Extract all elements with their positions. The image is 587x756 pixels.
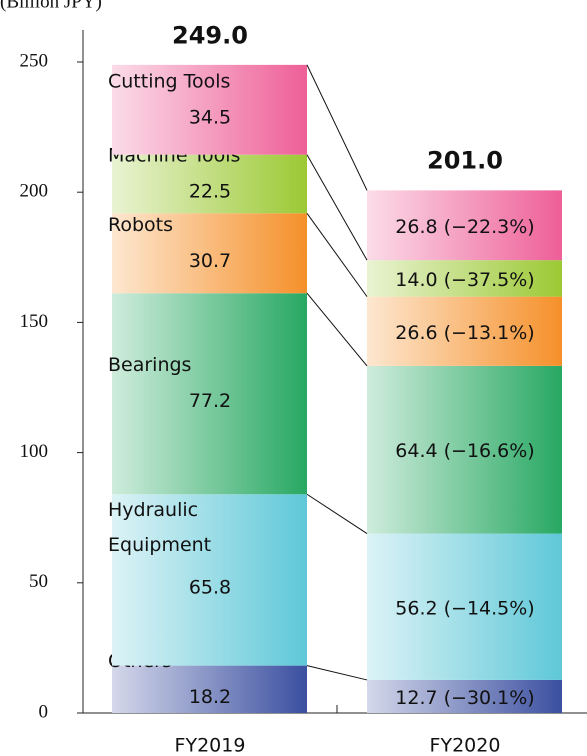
bar-segment [367, 260, 562, 297]
x-tick-label: FY2020 [430, 735, 501, 756]
bar-segment [367, 190, 562, 261]
connector [306, 665, 368, 681]
connector [306, 213, 368, 297]
segment-name: Hydraulic Equipment [108, 498, 211, 555]
bar-segment [112, 494, 307, 666]
bar-segment [367, 533, 562, 680]
value-label: 26.6 (−13.1%) [395, 322, 534, 344]
value-label: 56.2 (−14.5%) [395, 597, 534, 619]
value-label: 64.4 (−16.6%) [395, 440, 534, 462]
connector [306, 292, 368, 367]
segment-name: Robots [108, 214, 173, 236]
value-label: 14.0 (−37.5%) [395, 269, 534, 291]
value-label: 26.8 (−22.3%) [395, 216, 534, 238]
y-axis-label: (Billion JPY) [0, 0, 102, 12]
connector [306, 154, 368, 261]
y-tick-label: 150 [20, 311, 49, 332]
x-tick-label: FY2019 [175, 735, 246, 756]
value-label: 65.8 [189, 576, 231, 598]
bar-segment [112, 64, 307, 155]
value-label: 30.7 [189, 250, 231, 272]
bar-segment [112, 293, 307, 495]
segment-name: Bearings [108, 354, 191, 376]
bar-segment [367, 296, 562, 366]
bar-segment [112, 665, 307, 713]
value-label: 12.7 (−30.1%) [395, 687, 534, 709]
y-tick-label: 200 [20, 181, 49, 202]
segment-name: Cutting Tools [108, 70, 230, 92]
y-tick-label: 0 [39, 701, 49, 722]
value-label: 34.5 [189, 106, 231, 128]
bar-segment [112, 213, 307, 294]
value-label: 22.5 [189, 180, 231, 202]
total-label: 201.0 [427, 147, 503, 175]
bar-segment [367, 365, 562, 534]
bar-segment [367, 679, 562, 713]
bar-segment [112, 154, 307, 214]
total-label: 249.0 [172, 22, 248, 50]
connector [306, 493, 368, 535]
value-label: 77.2 [189, 390, 231, 412]
y-tick-label: 50 [29, 571, 48, 592]
y-tick-label: 100 [20, 441, 49, 462]
connector [306, 64, 368, 191]
y-tick-label: 250 [20, 50, 49, 71]
value-label: 18.2 [189, 686, 231, 708]
